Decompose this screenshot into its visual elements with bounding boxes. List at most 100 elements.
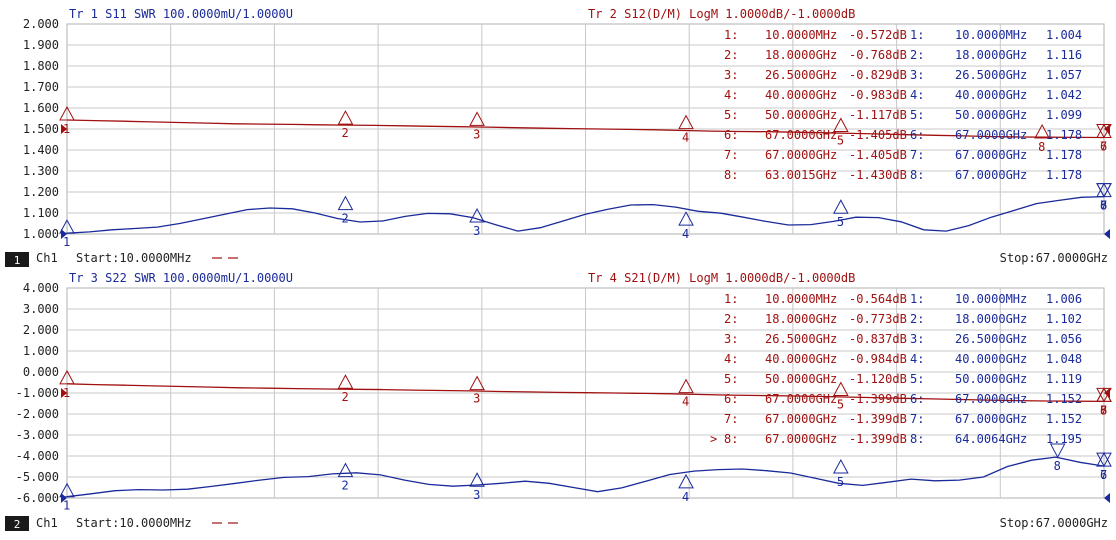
channel-number: 1 xyxy=(14,254,21,267)
stop-frequency[interactable]: Stop:67.0000GHz xyxy=(1000,516,1108,530)
marker-triangle-icon[interactable] xyxy=(1049,443,1066,459)
marker-triangle-icon[interactable] xyxy=(337,374,354,389)
marker-a-num: 8: xyxy=(910,432,924,446)
y-tick-label: -4.000 xyxy=(16,449,59,463)
marker-plot-label: 6 xyxy=(1100,403,1107,417)
start-frequency[interactable]: Start:10.0000MHz xyxy=(76,251,192,265)
marker-triangle-icon[interactable] xyxy=(833,199,849,214)
marker-b-freq: 18.0000GHz xyxy=(765,312,837,326)
marker-a-num: 3: xyxy=(910,332,924,346)
channel-label[interactable]: Ch1 xyxy=(36,251,58,265)
marker-triangle-icon[interactable] xyxy=(337,462,354,478)
marker-b-value: -1.399dB xyxy=(849,412,907,426)
y-tick-label: 1.300 xyxy=(23,164,59,178)
ref-arrow-left-icon xyxy=(61,124,67,134)
marker-plot-label: 4 xyxy=(682,131,689,145)
marker-triangle-icon[interactable] xyxy=(1096,183,1112,198)
marker-triangle-icon[interactable] xyxy=(59,105,75,121)
y-tick-label: -6.000 xyxy=(16,491,59,505)
marker-a-value: 1.152 xyxy=(1046,392,1082,406)
marker-triangle-icon[interactable] xyxy=(1034,123,1050,139)
marker-plot-label: 1 xyxy=(63,386,70,400)
marker-b-freq: 26.5000GHz xyxy=(765,332,837,346)
marker-b-freq: 50.0000GHz xyxy=(765,108,837,122)
marker-b-num: 4: xyxy=(724,352,738,366)
marker-a-freq: 26.5000GHz xyxy=(955,332,1027,346)
marker-a-value: 1.048 xyxy=(1046,352,1082,366)
marker-plot-label: 4 xyxy=(682,395,689,409)
y-tick-label: 2.000 xyxy=(23,17,59,31)
channel-label[interactable]: Ch1 xyxy=(36,516,58,530)
marker-a-value: 1.119 xyxy=(1046,372,1082,386)
marker-triangle-icon[interactable] xyxy=(678,114,694,130)
marker-triangle-icon[interactable] xyxy=(59,482,75,498)
marker-triangle-icon[interactable] xyxy=(59,369,75,385)
marker-triangle-icon[interactable] xyxy=(59,219,75,234)
marker-b-num: 2: xyxy=(724,312,738,326)
marker-b-num: 7: xyxy=(724,148,738,162)
start-frequency[interactable]: Start:10.0000MHz xyxy=(76,516,192,530)
marker-plot-label: 6 xyxy=(1100,199,1107,213)
marker-a-num: 6: xyxy=(910,128,924,142)
marker-plot-label: 6 xyxy=(1100,140,1107,154)
marker-a-freq: 67.0000GHz xyxy=(955,392,1027,406)
marker-b-freq: 50.0000GHz xyxy=(765,372,837,386)
marker-plot-label: 7 xyxy=(1100,199,1107,213)
marker-triangle-icon[interactable] xyxy=(678,211,694,226)
marker-b-freq: 67.0000GHz xyxy=(765,392,837,406)
marker-triangle-icon[interactable] xyxy=(1096,387,1112,402)
marker-a-freq: 40.0000GHz xyxy=(955,88,1027,102)
marker-b-value: -0.983dB xyxy=(849,88,907,102)
marker-plot-label: 8 xyxy=(1054,459,1061,473)
marker-b-num: 1: xyxy=(724,292,738,306)
marker-a-num: 1: xyxy=(910,292,924,306)
channel-badge[interactable] xyxy=(5,516,29,531)
marker-a-freq: 67.0000GHz xyxy=(955,168,1027,182)
marker-plot-label: 8 xyxy=(1100,403,1107,417)
marker-b-freq: 67.0000GHz xyxy=(765,432,837,446)
trace-b-header[interactable]: Tr 4 S21(D/M) LogM 1.0000dB/-1.0000dB xyxy=(588,271,855,285)
trace-b-line xyxy=(66,119,1105,139)
marker-a-value: 1.006 xyxy=(1046,292,1082,306)
marker-a-num: 7: xyxy=(910,148,924,162)
marker-b-num: 1: xyxy=(724,28,738,42)
marker-b-value: -1.399dB xyxy=(849,392,907,406)
marker-triangle-icon[interactable] xyxy=(833,381,849,397)
marker-a-value: 1.004 xyxy=(1046,28,1082,42)
marker-triangle-icon[interactable] xyxy=(469,472,485,487)
marker-b-value: -0.768dB xyxy=(849,48,907,62)
marker-triangle-icon[interactable] xyxy=(1096,124,1112,139)
marker-triangle-icon[interactable] xyxy=(469,375,485,391)
trace-a-header[interactable]: Tr 1 S11 SWR 100.0000mU/1.0000U xyxy=(69,7,293,21)
marker-triangle-icon[interactable] xyxy=(1096,452,1112,467)
channel-badge[interactable] xyxy=(5,252,29,267)
marker-triangle-icon[interactable] xyxy=(469,207,485,223)
marker-b-freq: 67.0000GHz xyxy=(765,148,837,162)
marker-b-value: -1.399dB xyxy=(849,432,907,446)
trace-a-line xyxy=(66,456,1105,498)
trace-a-header[interactable]: Tr 3 S22 SWR 100.0000mU/1.0000U xyxy=(69,271,293,285)
active-marker-indicator-icon: > xyxy=(710,432,717,446)
marker-a-num: 7: xyxy=(910,412,924,426)
stop-frequency[interactable]: Stop:67.0000GHz xyxy=(1000,251,1108,265)
marker-triangle-icon[interactable] xyxy=(833,117,849,132)
trace-a-line xyxy=(66,195,1105,234)
marker-triangle-icon[interactable] xyxy=(337,195,354,211)
marker-b-freq: 40.0000GHz xyxy=(765,88,837,102)
marker-triangle-icon[interactable] xyxy=(678,473,694,489)
y-tick-label: 1.000 xyxy=(23,227,59,241)
marker-a-freq: 67.0000GHz xyxy=(955,148,1027,162)
marker-triangle-icon[interactable] xyxy=(833,458,849,474)
marker-b-value: -1.430dB xyxy=(849,168,907,182)
marker-a-num: 2: xyxy=(910,312,924,326)
marker-plot-label: 1 xyxy=(63,122,70,136)
marker-triangle-icon[interactable] xyxy=(469,111,485,126)
marker-b-num: 4: xyxy=(724,88,738,102)
marker-b-freq: 67.0000GHz xyxy=(765,412,837,426)
marker-triangle-icon[interactable] xyxy=(337,110,354,125)
trace-b-header[interactable]: Tr 2 S12(D/M) LogM 1.0000dB/-1.0000dB xyxy=(588,7,855,21)
marker-triangle-icon[interactable] xyxy=(678,378,694,394)
ref-arrow-left-icon xyxy=(61,493,67,503)
marker-b-value: -0.572dB xyxy=(849,28,907,42)
